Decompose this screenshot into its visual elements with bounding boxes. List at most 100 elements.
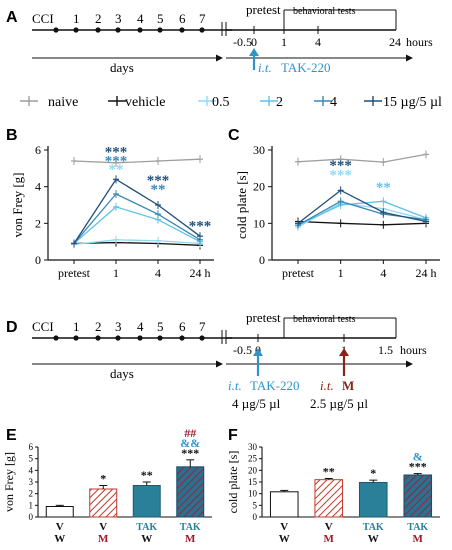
y-tick-label: 30 (253, 143, 265, 157)
day-tick-label: 4 (137, 11, 144, 26)
significance-label: ** (323, 465, 335, 479)
day-tick-label: 4 (137, 319, 144, 334)
pretest-label: pretest (246, 2, 281, 17)
category-top-label: V (56, 521, 64, 533)
panel-letter-c: C (228, 127, 240, 144)
significance-label: && (180, 436, 200, 450)
category-bottom-label: M (413, 533, 424, 545)
y-tick-label: 20 (253, 180, 265, 194)
drug-label: TAK-220 (281, 60, 331, 75)
day-dot (115, 27, 121, 33)
significance-label: & (413, 450, 423, 464)
y-tick-label: 1 (29, 500, 34, 510)
tak-arrow-head (253, 348, 263, 356)
pretest-label: pretest (246, 310, 281, 325)
morphine-dose-label: 2.5 µg/5 µl (310, 396, 368, 411)
category-bottom-label: W (141, 533, 152, 545)
day-dot (73, 27, 79, 33)
y-tick-label: 0 (35, 253, 41, 267)
series-line (297, 220, 427, 226)
y-tick-label: 5 (29, 454, 34, 464)
panel-letter-a: A (6, 9, 18, 26)
time-tick-label: 1.5 (378, 343, 393, 357)
bar (269, 491, 299, 518)
legend: naive vehicle 0.5 2 4 15 µg/5 µl (20, 95, 442, 110)
day-dot (179, 335, 185, 341)
significance-label: *** (105, 154, 128, 170)
panel-letter-f: F (228, 427, 238, 444)
x-tick-label: 4 (155, 266, 161, 280)
it-label: i.t. (320, 378, 334, 393)
bar (314, 479, 344, 518)
y-tick-label: 20 (248, 465, 258, 475)
series-line (297, 200, 427, 226)
significance-label: *** (147, 173, 170, 189)
significance-label: ** (141, 468, 153, 482)
legend-label: naive (48, 95, 78, 110)
day-tick-label: 2 (95, 11, 102, 26)
significance-label: * (100, 472, 106, 486)
legend-label: 4 (330, 95, 337, 110)
y-tick-label: 5 (253, 500, 258, 510)
day-dot (115, 335, 121, 341)
significance-label: *** (181, 446, 199, 460)
y-tick-label: 2 (35, 216, 41, 230)
day-dot (199, 335, 205, 341)
y-tick-label: 10 (248, 489, 258, 499)
legend-label: vehicle (125, 95, 165, 110)
y-axis-label: von Frey [g] (10, 173, 25, 238)
x-tick-label: 24 h (416, 266, 437, 280)
bar (45, 506, 74, 518)
panel-letter-e: E (6, 427, 17, 444)
day-dot (53, 27, 59, 33)
bar (176, 466, 205, 518)
y-tick-label: 0 (253, 512, 258, 522)
day-dot (73, 335, 79, 341)
day-tick-label: 3 (115, 319, 122, 334)
days-label: days (110, 60, 134, 75)
day-dot (199, 27, 205, 33)
category-bottom-label: W (279, 533, 290, 545)
panel-d: D CCI 1 2 3 4 5 6 7 pretest behavioral tests -0… (6, 310, 427, 411)
day-ticks: CCI 1 2 3 4 5 6 7 (32, 11, 206, 33)
series-line (73, 193, 201, 244)
day-tick-label: 6 (179, 319, 186, 334)
day-ticks: CCI 1 2 3 4 5 6 7 (32, 319, 206, 341)
category-bottom-label: M (324, 533, 335, 545)
bar (132, 485, 161, 518)
time-tick-label: 4 (315, 35, 321, 49)
tak-drug-label: TAK-220 (250, 378, 300, 393)
day-tick-label: 3 (115, 11, 122, 26)
time-tick-label: -0.5 (233, 35, 252, 49)
y-tick-label: 10 (253, 216, 265, 230)
y-tick-label: 2 (29, 489, 34, 499)
category-top-label: V (99, 521, 107, 533)
day-tick-label: 1 (73, 11, 80, 26)
day-dot (179, 27, 185, 33)
category-top-label: V (280, 521, 288, 533)
series-line (297, 200, 427, 226)
series-line (73, 178, 201, 244)
significance-label: * (370, 466, 376, 480)
x-tick-label: 1 (113, 266, 119, 280)
y-axis-label: cold plate [s] (226, 451, 240, 514)
day-dot (157, 27, 163, 33)
category-top-label: TAK (407, 522, 428, 533)
behavioral-label: behavioral tests (293, 314, 356, 325)
x-tick-label: pretest (58, 266, 91, 280)
day-tick-label: CCI (32, 11, 54, 26)
panel-letter-b: B (6, 127, 18, 144)
day-dot (157, 335, 163, 341)
bar (403, 474, 433, 518)
y-axis-label: cold plate [s] (234, 171, 249, 239)
day-dot (137, 335, 143, 341)
x-tick-label: 1 (338, 266, 344, 280)
y-tick-label: 0 (29, 512, 34, 522)
significance-label: ** (151, 182, 166, 198)
day-dot (137, 27, 143, 33)
day-tick-label: 5 (157, 11, 164, 26)
y-tick-label: 3 (29, 477, 34, 487)
